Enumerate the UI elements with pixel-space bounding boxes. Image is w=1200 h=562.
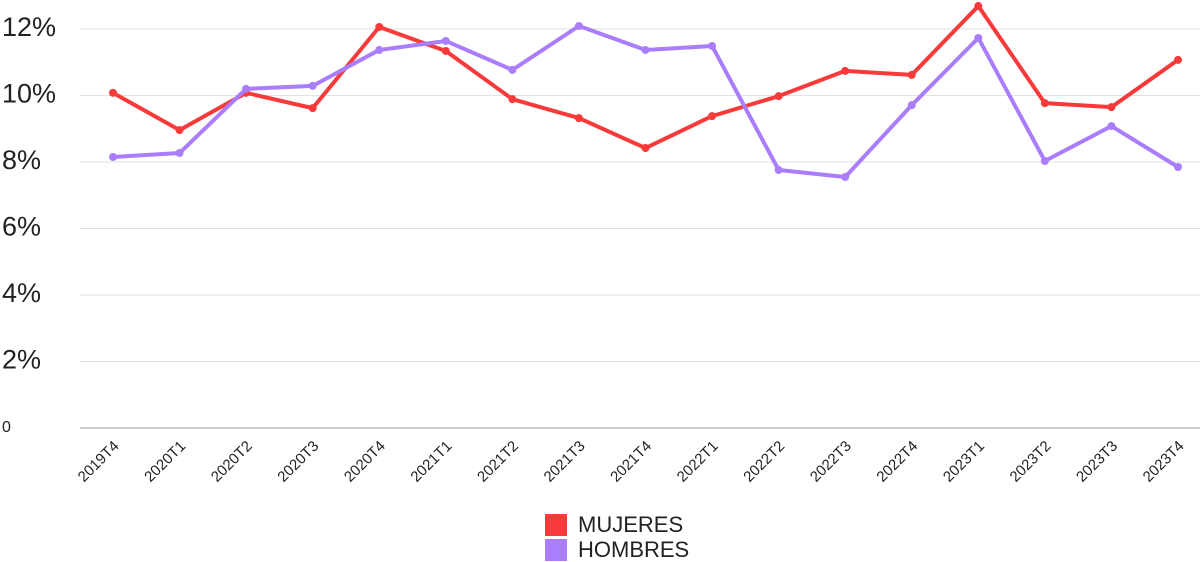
legend-swatch (545, 514, 567, 536)
data-point (1174, 162, 1182, 171)
series-line (112, 4, 1180, 151)
x-tick-label: 2020T4 (341, 438, 389, 486)
x-tick-label: 2023T3 (1073, 438, 1121, 486)
data-point (1040, 99, 1049, 108)
x-tick-label: 2021T1 (407, 438, 455, 486)
y-tick-label: 8% (2, 145, 41, 175)
data-point (175, 149, 184, 158)
data-point (907, 101, 916, 110)
data-point (841, 172, 850, 181)
data-point (974, 2, 983, 11)
data-point (242, 84, 251, 93)
data-point (375, 45, 384, 54)
data-point (508, 95, 517, 104)
data-point (1040, 157, 1049, 166)
x-tick-label: 2022T3 (807, 438, 855, 486)
data-point (708, 112, 717, 121)
x-tick-label: 2020T3 (274, 438, 322, 486)
data-point (1107, 122, 1116, 131)
data-point (907, 70, 916, 79)
y-tick-label: 6% (2, 212, 41, 242)
x-tick-label: 2023T4 (1140, 438, 1188, 486)
data-point (774, 92, 783, 101)
data-point (1107, 103, 1116, 112)
x-tick-label: 2020T1 (141, 438, 189, 486)
data-point (375, 23, 384, 32)
x-tick-label: 2021T4 (607, 438, 655, 486)
data-point (308, 104, 317, 113)
x-tick-label: 2022T2 (740, 438, 788, 486)
x-tick-label: 2020T2 (208, 438, 256, 486)
data-point (974, 33, 983, 42)
data-point (109, 88, 117, 97)
data-point (109, 153, 117, 162)
data-point (774, 165, 783, 174)
x-tick-label: 2021T3 (541, 438, 589, 486)
data-point (175, 126, 184, 135)
data-point (708, 41, 717, 50)
x-tick-label: 2022T1 (674, 438, 722, 486)
data-point (641, 144, 650, 153)
y-tick-label: 0 (2, 419, 11, 436)
data-point (1174, 55, 1182, 64)
data-point (308, 81, 317, 90)
x-tick-label: 2023T2 (1007, 438, 1055, 486)
data-point (641, 45, 650, 54)
legend-swatch (545, 539, 567, 561)
x-tick-label: 2021T2 (474, 438, 522, 486)
data-point (441, 46, 450, 55)
y-tick-label: 4% (2, 278, 41, 308)
data-point (841, 66, 850, 75)
x-tick-label: 2019T4 (75, 438, 123, 486)
data-point (574, 22, 583, 31)
x-tick-label: 2022T4 (873, 438, 921, 486)
x-tick-label: 2023T1 (940, 438, 988, 486)
y-tick-label: 2% (2, 345, 41, 375)
data-point (508, 65, 517, 74)
legend-label: MUJERES (578, 512, 683, 537)
legend-label: HOMBRES (578, 537, 689, 562)
data-point (441, 36, 450, 45)
y-tick-label: 10% (2, 79, 56, 109)
y-tick-label: 12% (2, 12, 56, 42)
data-point (574, 114, 583, 123)
